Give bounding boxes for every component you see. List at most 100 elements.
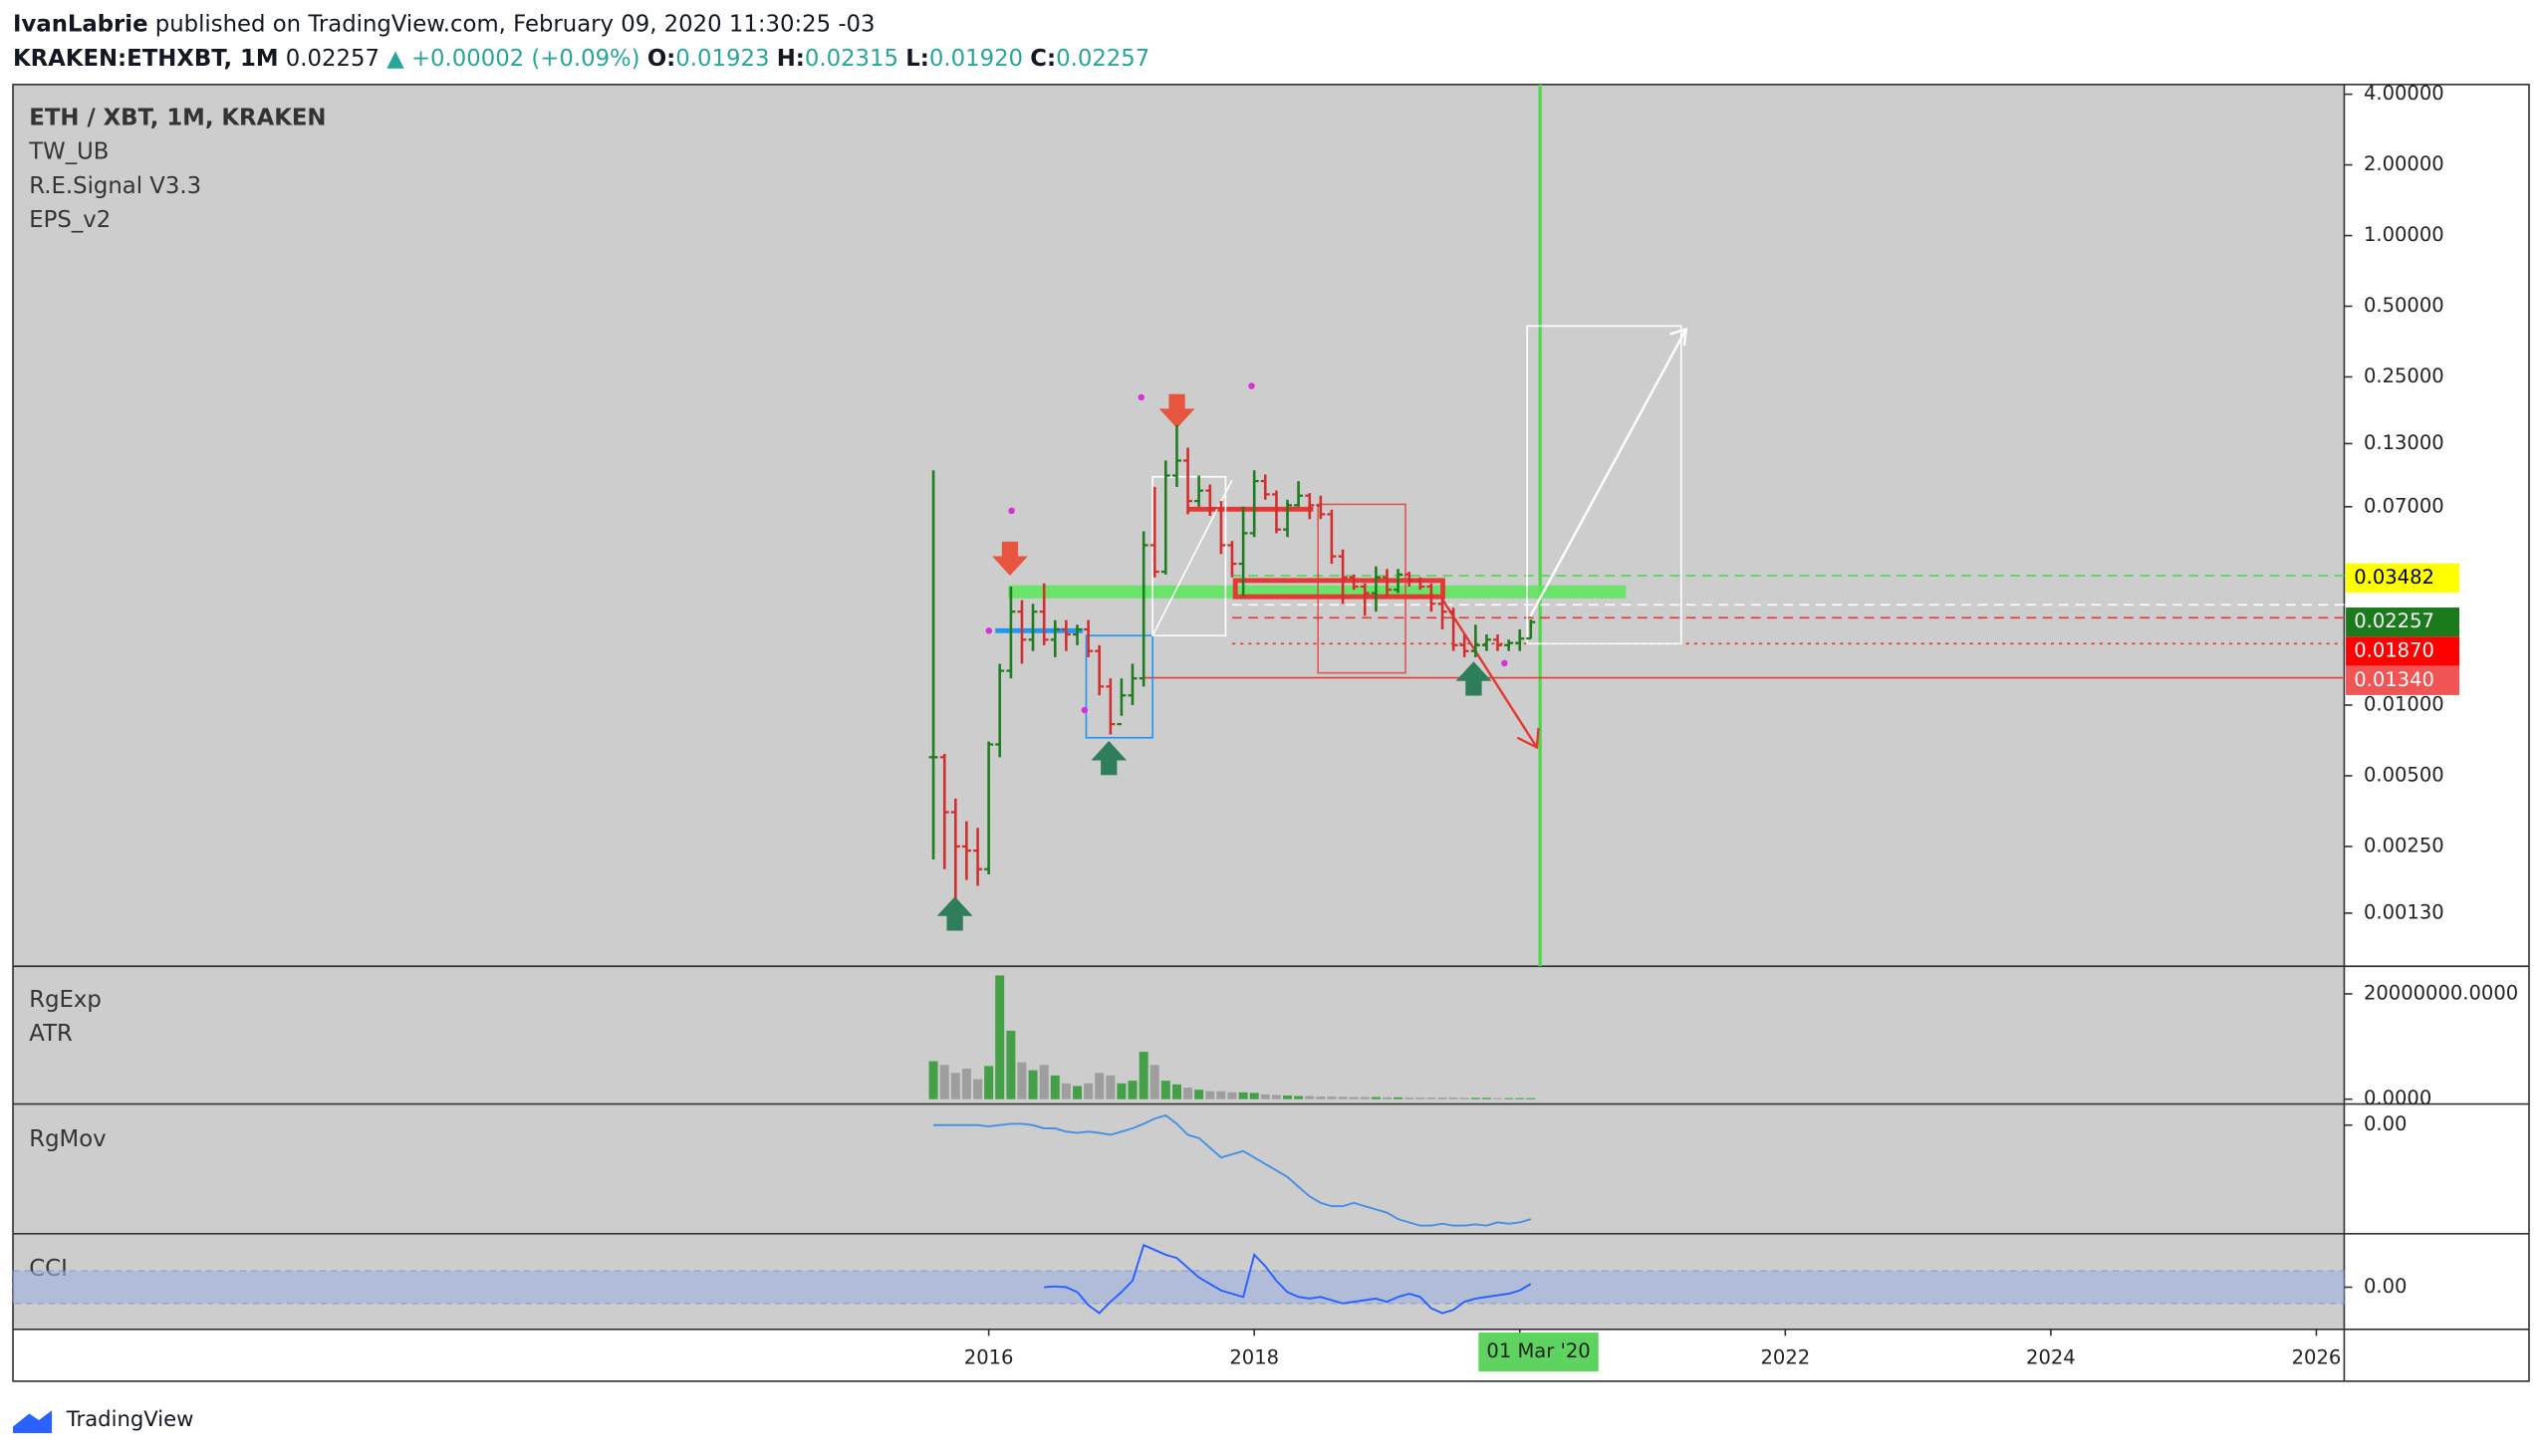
arrow (1151, 479, 1233, 636)
y-tick-label: 0.00130 (2364, 900, 2444, 923)
brand-name: TradingView (66, 1406, 194, 1431)
h: 0.02315 (805, 45, 898, 71)
buy-signal (1091, 741, 1128, 776)
volume-bar (1493, 1097, 1502, 1099)
y-tick-label: 0.00250 (2364, 834, 2444, 856)
plot-background (13, 84, 2345, 1330)
signal-dots (985, 382, 1508, 714)
symbol-line: KRAKEN:ETHXBT, 1M 0.02257 ▲ +0.00002 (+0… (13, 45, 1149, 71)
plot: 4.00000 2.00000 1.00000 0.50000 0.25000 0.130… (12, 82, 2518, 1336)
volume-bar (1117, 1083, 1127, 1099)
price-label: 0.02257 (2354, 609, 2434, 632)
price-label-box (2346, 607, 2459, 637)
volume-bar (961, 1069, 971, 1099)
volume-bar (1149, 1065, 1159, 1099)
volume-bar (1394, 1096, 1403, 1099)
x-tick-label: 2016 (964, 1346, 1014, 1369)
price-label-box (2346, 665, 2459, 695)
price-axis-background (2344, 84, 2529, 1381)
publish-line: IvanLabrie published on TradingView.com,… (13, 11, 876, 37)
dot (985, 627, 993, 634)
volume-bar (1106, 1075, 1116, 1099)
volume-bar (1349, 1096, 1359, 1099)
volume-bar (973, 1079, 983, 1099)
box (1526, 325, 1682, 645)
dot (1501, 659, 1508, 667)
volume-bar (1227, 1092, 1237, 1099)
symbol: KRAKEN:ETHXBT, 1M (13, 45, 279, 71)
time-axis-background (13, 1329, 2345, 1381)
volume-bar (1084, 1083, 1094, 1099)
y-tick-label: 0.25000 (2364, 364, 2444, 387)
y-tick-label: 0.0000 (2364, 1087, 2431, 1109)
dot (1008, 507, 1015, 515)
volume-bar (1139, 1052, 1148, 1099)
author: IvanLabrie (13, 11, 148, 37)
volume-bar (1448, 1097, 1458, 1099)
volume-bar (1415, 1097, 1425, 1099)
published: published on TradingView.com, February 0… (155, 11, 876, 37)
arrow (1529, 329, 1687, 617)
y-tick-label: 1.00000 (2364, 223, 2444, 246)
volume-bar (1338, 1096, 1348, 1099)
c: 0.02257 (1056, 45, 1149, 71)
dot (1081, 706, 1089, 714)
o-label: O: (647, 45, 675, 71)
y-tick-label: 0.50000 (2364, 294, 2444, 317)
arrow-head (1516, 727, 1540, 750)
indicator-name: TW_UB (28, 139, 109, 165)
arrow (1441, 599, 1538, 749)
brand-logo (13, 1410, 53, 1433)
arrow-head (1669, 327, 1688, 347)
volume-bar (1238, 1092, 1248, 1099)
zone (1232, 578, 1445, 600)
price-label: 0.01340 (2354, 668, 2434, 691)
drawings (936, 84, 2345, 967)
volume-bar (1095, 1073, 1105, 1099)
volume-bar (1271, 1094, 1281, 1099)
indicator-name: R.E.Signal V3.3 (29, 173, 201, 199)
last: 0.02257 (286, 45, 380, 71)
volume-bar (1404, 1097, 1414, 1099)
price-label: 0.01870 (2354, 638, 2434, 661)
y-tick-label: 20000000.0000 (2364, 981, 2518, 1004)
y-tick-label: 0.01000 (2364, 693, 2444, 716)
pane-borders (13, 84, 2529, 1381)
volume-bar (1371, 1096, 1381, 1099)
volume-bar (1216, 1091, 1226, 1099)
volume-bar (950, 1073, 960, 1099)
h-label: H: (777, 45, 805, 71)
y-tick-label: 0.00 (2364, 1275, 2407, 1298)
buy-signal (1455, 661, 1492, 696)
change: ▲ +0.00002 (+0.09%) (386, 45, 639, 71)
l-label: L: (905, 45, 929, 71)
main-title: ETH / XBT, 1M, KRAKEN (29, 106, 326, 131)
brand: TradingView (13, 1406, 193, 1433)
l: 0.01920 (929, 45, 1023, 71)
volume-bar (1249, 1092, 1259, 1099)
y-tick-label: 4.00000 (2364, 82, 2444, 105)
frame (12, 84, 2530, 1382)
y-tick-label: 2.00000 (2364, 152, 2444, 175)
y-tick-label: 0.00 (2364, 1112, 2407, 1135)
sell-signal (992, 541, 1028, 577)
crosshair-box (1478, 1333, 1599, 1372)
band (12, 1270, 2346, 1305)
volume-bar (1017, 1062, 1027, 1099)
volume-bar (1470, 1097, 1480, 1099)
volume-bar (928, 1061, 938, 1099)
buy-signal (936, 896, 973, 931)
c-label: C: (1030, 45, 1056, 71)
y-tick-label: 0.07000 (2364, 494, 2444, 517)
o: 0.01923 (675, 45, 769, 71)
price-label-box (2346, 636, 2459, 666)
volume-bar (1383, 1096, 1392, 1099)
volume-bar (939, 1065, 949, 1099)
volume-bar (1437, 1097, 1447, 1099)
volume-bar (1073, 1086, 1083, 1099)
pane-title: RgMov (29, 1126, 106, 1152)
volume-bar (1283, 1095, 1292, 1099)
dot (1138, 393, 1145, 401)
price-label: 0.03482 (2354, 566, 2434, 589)
